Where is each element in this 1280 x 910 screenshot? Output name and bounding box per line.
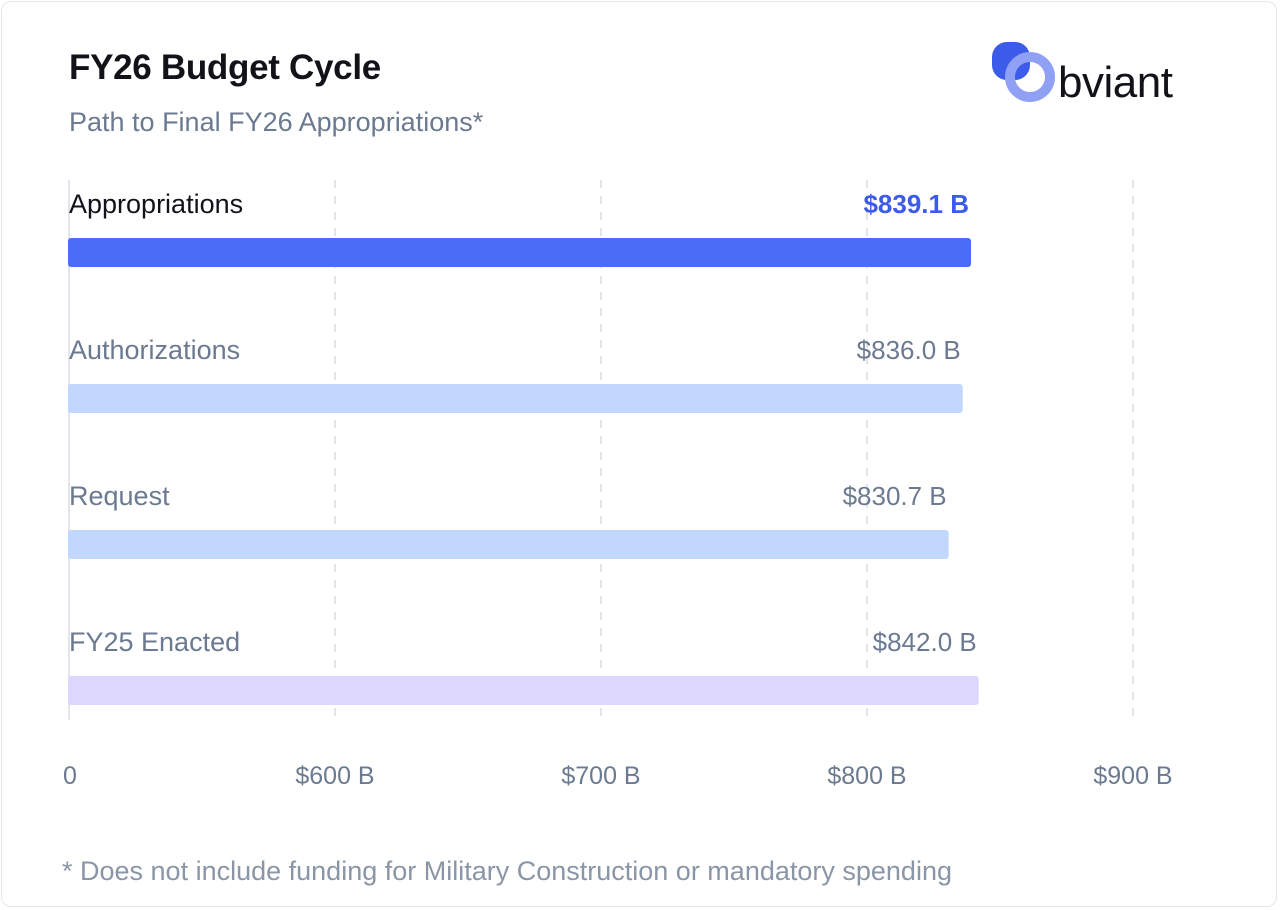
logo-text: bviant	[1058, 58, 1173, 107]
x-tick-label: $900 B	[1093, 762, 1172, 790]
value-label: $839.1 B	[863, 189, 969, 219]
bar	[68, 238, 972, 267]
value-label: $842.0 B	[873, 627, 977, 657]
x-tick-label: $700 B	[561, 762, 640, 790]
value-label: $830.7 B	[843, 481, 947, 511]
category-label: Request	[69, 481, 170, 511]
obviant-logo-icon	[992, 42, 1055, 102]
value-label: $836.0 B	[857, 335, 961, 365]
category-label: Appropriations	[69, 189, 243, 219]
chart-title: FY26 Budget Cycle	[69, 48, 381, 87]
chart-subtitle: Path to Final FY26 Appropriations*	[69, 107, 484, 137]
category-label: Authorizations	[69, 335, 240, 365]
bar	[68, 676, 979, 705]
x-tick-label: $800 B	[827, 762, 906, 790]
x-tick-label: $600 B	[295, 762, 374, 790]
bar	[68, 530, 949, 559]
category-label: FY25 Enacted	[69, 627, 240, 657]
x-tick-label: 0	[63, 762, 77, 790]
footnote: * Does not include funding for Military …	[62, 856, 952, 886]
bar	[68, 384, 963, 413]
